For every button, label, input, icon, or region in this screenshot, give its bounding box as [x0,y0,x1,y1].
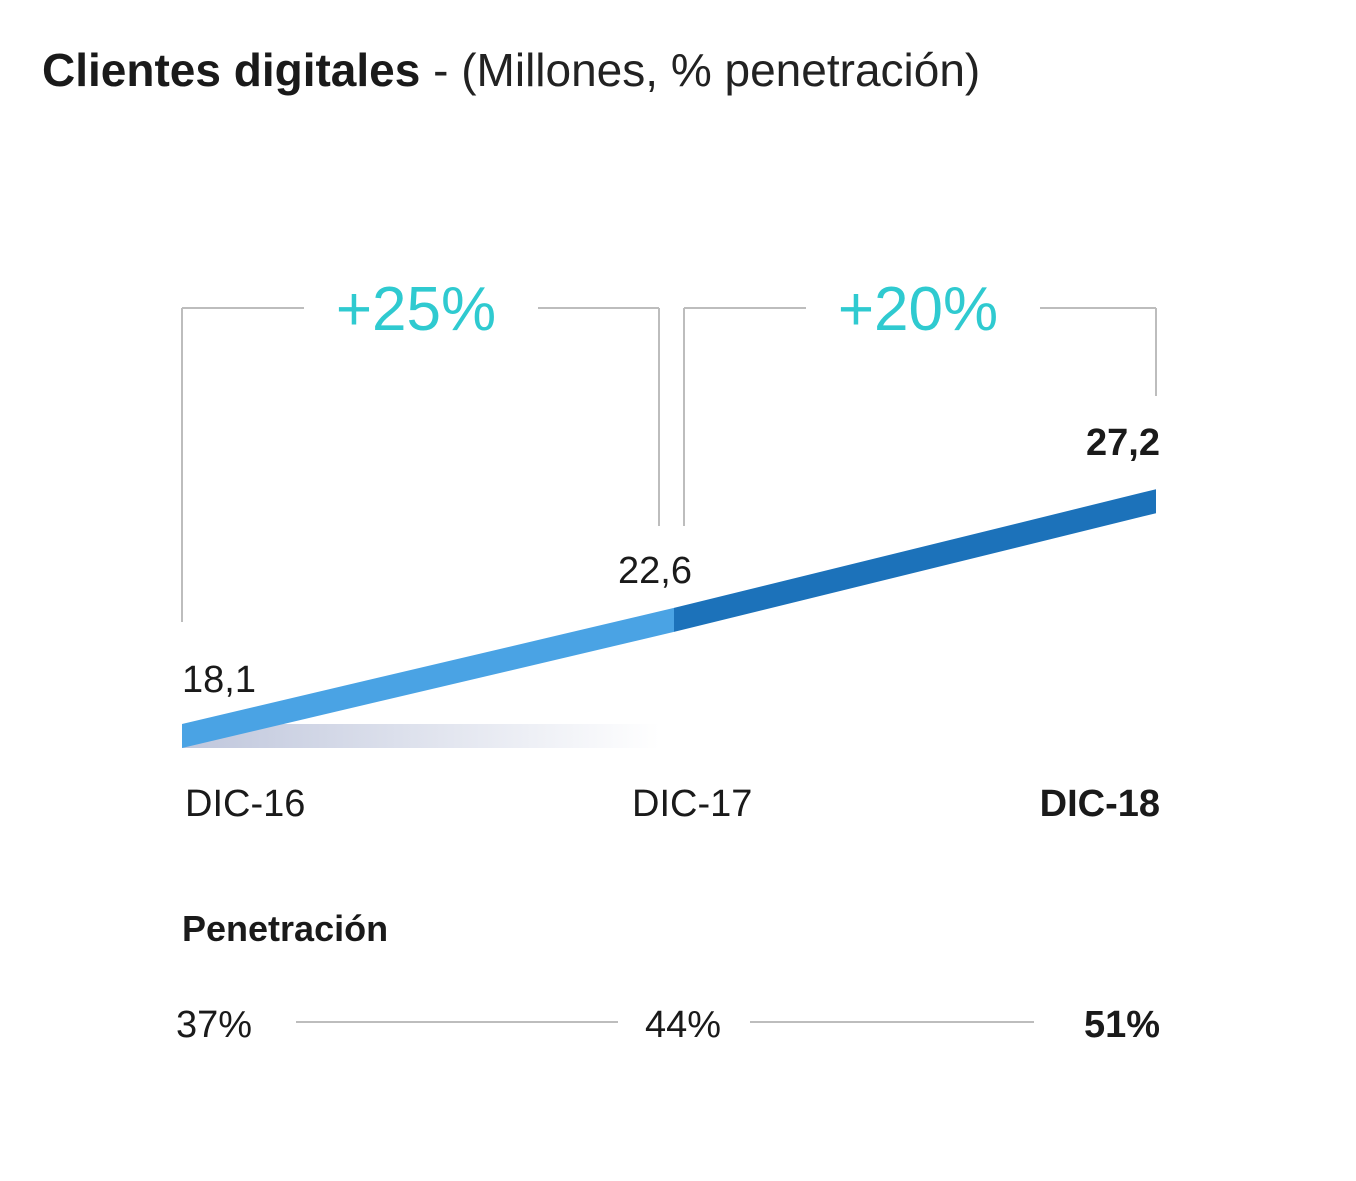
chart-title-main: Clientes digitales [42,44,421,96]
growth-label: +20% [838,275,998,344]
chart-title-subtitle: - (Millones, % penetración) [420,44,981,96]
x-tick-label: DIC-18 [1040,783,1160,825]
data-label: 18,1 [182,659,256,701]
x-tick-label: DIC-16 [185,783,305,825]
series-line-segment [182,607,674,748]
x-tick-label: DIC-17 [632,783,752,825]
penetration-value: 37% [176,1004,252,1046]
growth-label: +25% [336,275,496,344]
data-label: 27,2 [1086,422,1160,464]
penetration-value: 44% [645,1004,721,1046]
series-line-segment [674,489,1156,632]
data-label: 22,6 [618,550,692,592]
chart-title: Clientes digitales - (Millones, % penetr… [42,40,980,100]
penetration-title: Penetración [182,908,389,949]
penetration-value: 51% [1084,1004,1160,1046]
